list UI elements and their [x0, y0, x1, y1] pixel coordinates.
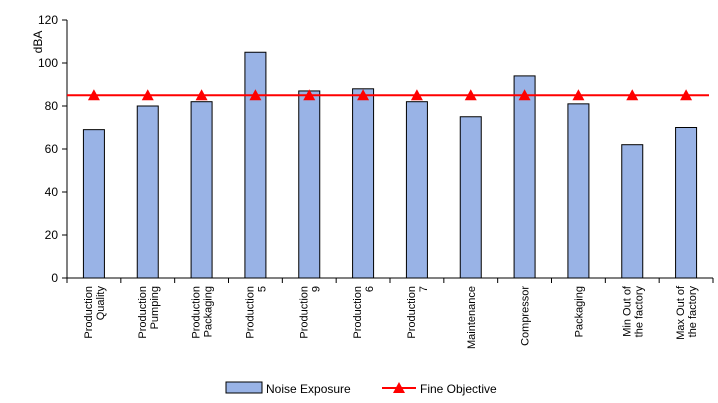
- fine-objective-marker-7: [410, 89, 423, 101]
- fine-objective-marker-12: [680, 89, 693, 101]
- bar-10: [567, 103, 590, 279]
- y-tick-label: 60: [45, 142, 59, 156]
- x-tick-label: Pumping: [149, 286, 161, 329]
- y-tick-label: 120: [38, 13, 58, 27]
- fine-objective-marker-1: [87, 89, 100, 101]
- x-tick-label: Production: [137, 286, 149, 339]
- fine-objective-marker-6: [357, 89, 370, 101]
- x-tick-label: Production: [83, 286, 95, 339]
- bar-4: [244, 51, 267, 279]
- x-tick-label: Compressor: [520, 286, 532, 346]
- legend-label-fine-objective: Fine Objective: [420, 382, 497, 396]
- x-tick-label: Quality: [95, 286, 107, 321]
- bar-1: [82, 129, 105, 279]
- y-tick-label: 80: [45, 99, 59, 113]
- x-tick-label: Production: [191, 286, 203, 339]
- fine-objective-marker-11: [626, 89, 639, 101]
- fine-objective-marker-9: [518, 89, 531, 101]
- y-tick-label: 40: [45, 185, 59, 199]
- fine-objective-marker-3: [195, 89, 208, 101]
- x-tick-label: 9: [310, 286, 322, 292]
- x-tick-label: Production: [406, 286, 418, 339]
- bar-12: [675, 127, 698, 279]
- x-tick-label: Maintenance: [466, 286, 478, 349]
- x-tick-label: 5: [256, 286, 268, 292]
- fine-objective-marker-10: [572, 89, 585, 101]
- fine-objective-marker-5: [303, 89, 316, 101]
- legend-swatch-noise-exposure: [225, 381, 263, 394]
- bar-2: [136, 105, 159, 279]
- bar-8: [459, 116, 482, 279]
- bar-9: [513, 75, 536, 279]
- y-tick-label: 100: [38, 56, 58, 70]
- y-tick-label: 0: [51, 271, 58, 285]
- bar-3: [190, 101, 213, 279]
- x-tick-label: Packaging: [203, 286, 215, 337]
- bar-6: [352, 88, 375, 279]
- fine-objective-marker-4: [249, 89, 262, 101]
- y-axis-label: dBA: [31, 31, 45, 54]
- x-tick-label: Max Out of: [675, 285, 687, 340]
- y-tick-label: 20: [45, 228, 59, 242]
- fine-objective-marker-2: [141, 89, 154, 101]
- bar-11: [621, 144, 644, 279]
- x-tick-label: 6: [364, 286, 376, 292]
- x-tick-label: the factory: [633, 286, 645, 338]
- x-tick-label: Min Out of: [621, 285, 633, 337]
- fine-objective-marker-8: [464, 89, 477, 101]
- x-tick-label: Production: [244, 286, 256, 339]
- x-tick-label: Production: [298, 286, 310, 339]
- x-tick-label: Packaging: [573, 286, 585, 337]
- bar-5: [298, 90, 321, 279]
- bar-7: [405, 101, 428, 279]
- legend-label-noise-exposure: Noise Exposure: [266, 382, 351, 396]
- x-tick-label: the factory: [687, 286, 699, 338]
- x-tick-label: Production: [352, 286, 364, 339]
- legend-marker-fine-objective: [393, 382, 405, 393]
- x-tick-label: 7: [418, 286, 430, 292]
